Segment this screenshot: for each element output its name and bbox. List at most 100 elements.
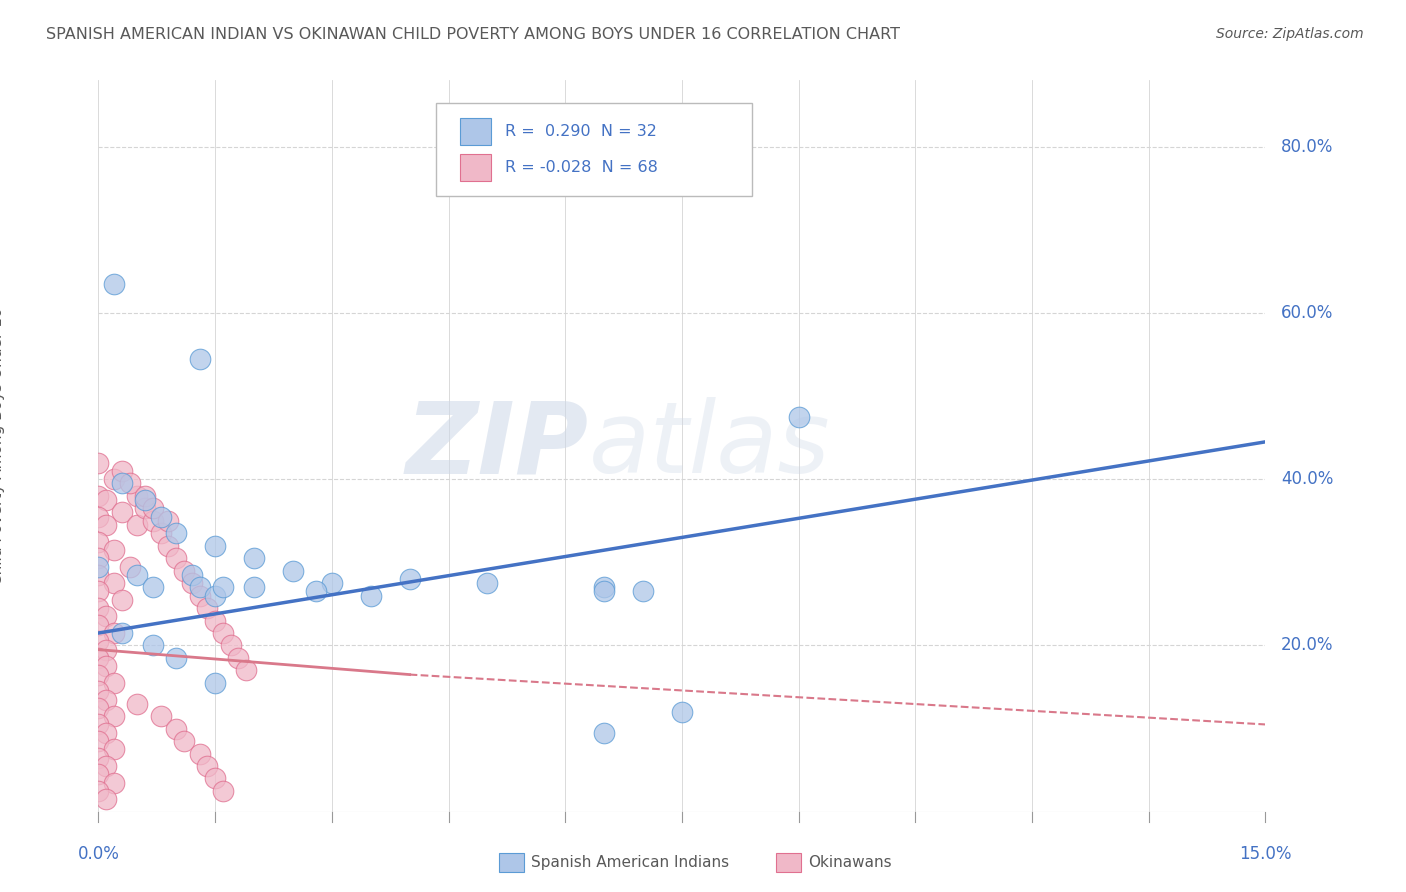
Point — [103, 542, 125, 557]
Point — [149, 709, 172, 723]
Point — [188, 589, 211, 603]
Point — [111, 476, 134, 491]
Point — [103, 576, 125, 591]
Text: 60.0%: 60.0% — [1281, 304, 1333, 322]
Point — [111, 506, 134, 520]
Text: Child Poverty Among Boys Under 16: Child Poverty Among Boys Under 16 — [0, 307, 4, 585]
Point — [142, 501, 165, 516]
Point — [477, 576, 499, 591]
Point — [103, 775, 125, 789]
Point — [103, 472, 125, 486]
Point — [103, 709, 125, 723]
Point — [157, 514, 180, 528]
Point — [134, 489, 156, 503]
Point — [96, 642, 118, 657]
Point — [165, 551, 187, 566]
Point — [111, 626, 134, 640]
Point — [111, 592, 134, 607]
Point — [87, 559, 110, 574]
Point — [87, 534, 110, 549]
Point — [96, 493, 118, 508]
Point — [593, 725, 616, 739]
Point — [212, 784, 235, 798]
Point — [103, 626, 125, 640]
Point — [204, 589, 226, 603]
Point — [127, 518, 149, 533]
Point — [87, 584, 110, 599]
Point — [118, 559, 141, 574]
Point — [204, 676, 226, 690]
Point — [204, 614, 226, 628]
Point — [87, 684, 110, 698]
Point — [103, 742, 125, 756]
Point — [134, 501, 156, 516]
Text: Source: ZipAtlas.com: Source: ZipAtlas.com — [1216, 27, 1364, 41]
Point — [212, 626, 235, 640]
Point — [96, 659, 118, 673]
Point — [281, 564, 304, 578]
Point — [165, 651, 187, 665]
Point — [87, 784, 110, 798]
Point — [142, 514, 165, 528]
Point — [96, 792, 118, 806]
Point — [87, 651, 110, 665]
Point — [96, 759, 118, 773]
Text: 20.0%: 20.0% — [1281, 637, 1333, 655]
Text: Spanish American Indians: Spanish American Indians — [531, 855, 730, 870]
Text: atlas: atlas — [589, 398, 830, 494]
Point — [165, 722, 187, 736]
Point — [87, 489, 110, 503]
Point — [180, 567, 202, 582]
Point — [87, 734, 110, 748]
Point — [212, 580, 235, 594]
Point — [243, 580, 266, 594]
Point — [235, 664, 257, 678]
Text: 15.0%: 15.0% — [1239, 845, 1292, 863]
Point — [96, 692, 118, 706]
Point — [96, 609, 118, 624]
Point — [87, 551, 110, 566]
Point — [228, 651, 250, 665]
Point — [127, 567, 149, 582]
Point — [787, 409, 810, 424]
Point — [87, 617, 110, 632]
Point — [142, 639, 165, 653]
Point — [87, 717, 110, 731]
Point — [204, 539, 226, 553]
Point — [188, 580, 211, 594]
Point — [305, 584, 328, 599]
Point — [204, 772, 226, 786]
Point — [87, 509, 110, 524]
Point — [593, 580, 616, 594]
Point — [127, 489, 149, 503]
Point — [87, 567, 110, 582]
Point — [142, 580, 165, 594]
Text: 40.0%: 40.0% — [1281, 470, 1333, 488]
Point — [671, 705, 693, 719]
Text: 80.0%: 80.0% — [1281, 137, 1333, 156]
Point — [398, 572, 420, 586]
Point — [173, 734, 195, 748]
Text: Okinawans: Okinawans — [808, 855, 891, 870]
Point — [188, 351, 211, 366]
Text: SPANISH AMERICAN INDIAN VS OKINAWAN CHILD POVERTY AMONG BOYS UNDER 16 CORRELATIO: SPANISH AMERICAN INDIAN VS OKINAWAN CHIL… — [46, 27, 900, 42]
Point — [360, 589, 382, 603]
Text: ZIP: ZIP — [405, 398, 589, 494]
Point — [321, 576, 343, 591]
Point — [173, 564, 195, 578]
Point — [219, 639, 242, 653]
Point — [111, 464, 134, 478]
Point — [127, 697, 149, 711]
Text: R = -0.028  N = 68: R = -0.028 N = 68 — [505, 161, 658, 175]
Point — [87, 634, 110, 648]
Point — [87, 456, 110, 470]
Point — [157, 539, 180, 553]
Point — [149, 509, 172, 524]
Point — [195, 759, 218, 773]
Point — [134, 493, 156, 508]
Point — [180, 576, 202, 591]
Point — [631, 584, 654, 599]
Point — [103, 676, 125, 690]
Point — [87, 701, 110, 715]
Text: 0.0%: 0.0% — [77, 845, 120, 863]
